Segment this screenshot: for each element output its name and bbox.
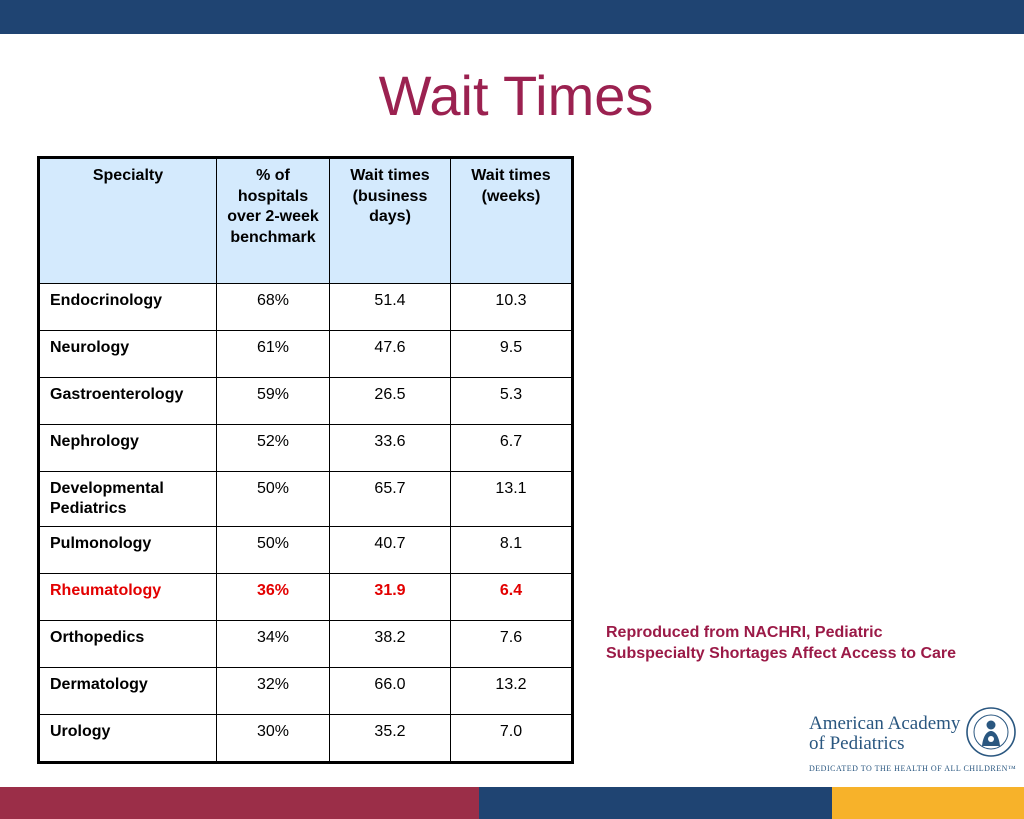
table-row: Orthopedics 34% 38.2 7.6 [38, 620, 573, 668]
wait-times-table: Specialty % of hospitals over 2-week ben… [37, 156, 574, 764]
specialty-cell: Neurology [38, 330, 217, 378]
percent-cell: 50% [216, 471, 330, 527]
specialty-cell: Nephrology [38, 424, 217, 472]
specialty-cell: Gastroenterology [38, 377, 217, 425]
table-row: Dermatology 32% 66.0 13.2 [38, 667, 573, 715]
days-cell: 38.2 [329, 620, 451, 668]
bottom-bar-gold [832, 787, 1024, 819]
percent-cell: 32% [216, 667, 330, 715]
table-header-row: Specialty % of hospitals over 2-week ben… [38, 157, 573, 284]
logo-name: American Academy of Pediatrics [809, 714, 960, 754]
weeks-cell: 13.1 [450, 471, 573, 527]
weeks-cell: 6.4 [450, 573, 573, 621]
bottom-bar-maroon [0, 787, 479, 819]
slide-title: Wait Times [378, 64, 654, 127]
weeks-cell: 13.2 [450, 667, 573, 715]
specialty-cell: Endocrinology [38, 283, 217, 331]
percent-cell: 52% [216, 424, 330, 472]
percent-cell: 34% [216, 620, 330, 668]
weeks-cell: 10.3 [450, 283, 573, 331]
aap-seal-icon [966, 707, 1016, 757]
logo-tagline: DEDICATED TO THE HEALTH OF ALL CHILDREN™ [809, 764, 1017, 773]
specialty-cell: Developmental Pediatrics [38, 471, 217, 527]
logo-name-line1: American Academy [809, 713, 961, 734]
header-specialty: Specialty [38, 157, 217, 284]
bottom-bar-navy [479, 787, 832, 819]
days-cell: 40.7 [329, 526, 451, 574]
aap-logo: American Academy of Pediatrics DEDICATED… [809, 702, 1024, 782]
days-cell: 65.7 [329, 471, 451, 527]
days-cell: 33.6 [329, 424, 451, 472]
header-wait-weeks: Wait times (weeks) [450, 157, 573, 284]
table-row: Gastroenterology 59% 26.5 5.3 [38, 377, 573, 425]
table-row: Urology 30% 35.2 7.0 [38, 714, 573, 763]
table-row-highlighted: Rheumatology 36% 31.9 6.4 [38, 573, 573, 621]
weeks-cell: 8.1 [450, 526, 573, 574]
percent-cell: 30% [216, 714, 330, 763]
specialty-cell: Pulmonology [38, 526, 217, 574]
percent-cell: 50% [216, 526, 330, 574]
percent-cell: 61% [216, 330, 330, 378]
days-cell: 26.5 [329, 377, 451, 425]
top-banner [0, 0, 1024, 34]
weeks-cell: 7.6 [450, 620, 573, 668]
logo-name-line2: of Pediatrics [809, 733, 905, 754]
days-cell: 47.6 [329, 330, 451, 378]
weeks-cell: 9.5 [450, 330, 573, 378]
header-percent-over-benchmark: % of hospitals over 2-week benchmark [216, 157, 330, 284]
days-cell: 31.9 [329, 573, 451, 621]
weeks-cell: 7.0 [450, 714, 573, 763]
table-row: Nephrology 52% 33.6 6.7 [38, 424, 573, 472]
weeks-cell: 6.7 [450, 424, 573, 472]
specialty-cell: Rheumatology [38, 573, 217, 621]
percent-cell: 36% [216, 573, 330, 621]
table-row: Pulmonology 50% 40.7 8.1 [38, 526, 573, 574]
table-row: Neurology 61% 47.6 9.5 [38, 330, 573, 378]
days-cell: 66.0 [329, 667, 451, 715]
header-wait-days: Wait times (business days) [329, 157, 451, 284]
days-cell: 51.4 [329, 283, 451, 331]
specialty-cell: Orthopedics [38, 620, 217, 668]
table-row: Endocrinology 68% 51.4 10.3 [38, 283, 573, 331]
percent-cell: 59% [216, 377, 330, 425]
days-cell: 35.2 [329, 714, 451, 763]
weeks-cell: 5.3 [450, 377, 573, 425]
specialty-cell: Urology [38, 714, 217, 763]
source-note: Reproduced from NACHRI, Pediatric Subspe… [606, 624, 957, 662]
table-row: Developmental Pediatrics 50% 65.7 13.1 [38, 471, 573, 527]
specialty-cell: Dermatology [38, 667, 217, 715]
percent-cell: 68% [216, 283, 330, 331]
